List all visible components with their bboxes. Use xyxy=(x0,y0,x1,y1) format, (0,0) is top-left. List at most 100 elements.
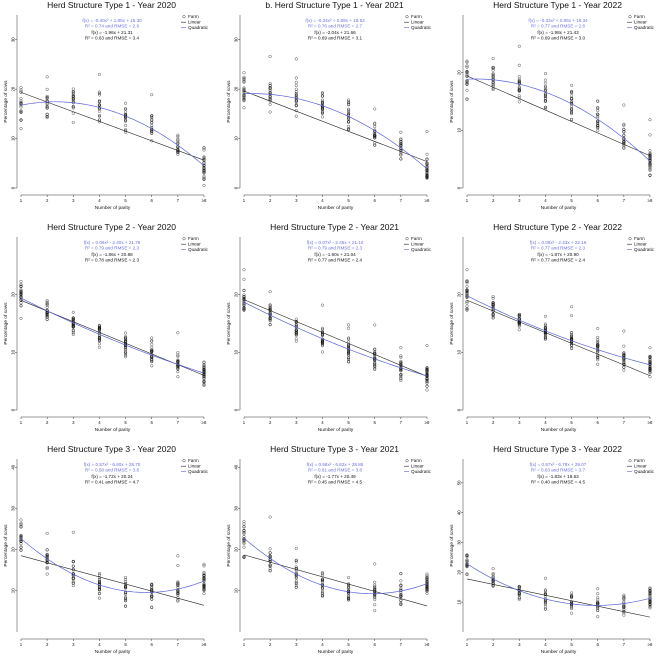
x-tick-label: 6 xyxy=(597,642,600,647)
farm-point xyxy=(268,87,272,91)
farm-point xyxy=(570,336,574,340)
y-tick-label: 10 xyxy=(457,349,462,354)
farm-point xyxy=(425,176,429,180)
x-tick-label: 3 xyxy=(72,642,75,647)
farm-point xyxy=(320,98,324,102)
farm-point xyxy=(622,133,626,137)
farm-point xyxy=(622,598,626,601)
farm-point xyxy=(294,547,298,551)
farm-point xyxy=(596,349,600,353)
farm-point xyxy=(97,109,101,113)
y-tick-label: 40 xyxy=(11,464,16,469)
farm-point xyxy=(543,333,547,337)
farm-point xyxy=(71,564,75,568)
farm-point xyxy=(517,87,521,91)
farm-point xyxy=(347,586,351,590)
x-tick-label: 6 xyxy=(151,642,154,647)
farm-point xyxy=(19,101,23,105)
quadratic-equation: f(x) = 0.08x² - 2.43x + 22.16 xyxy=(530,240,587,245)
farm-point xyxy=(570,346,574,350)
farm-point xyxy=(45,95,49,99)
legend-farm-marker xyxy=(628,15,632,19)
farm-point xyxy=(491,582,495,585)
farm-point xyxy=(124,338,128,342)
farm-point xyxy=(622,141,626,145)
x-tick-label: ≥8 xyxy=(425,420,430,425)
farm-point xyxy=(268,110,272,114)
farm-points xyxy=(465,268,652,379)
linear-equation: f(x) = -1.77x + 20.49 xyxy=(314,474,356,479)
farm-point xyxy=(150,345,154,349)
y-tick-label: 20 xyxy=(234,547,239,552)
farm-point xyxy=(150,595,154,599)
x-tick-label: ≥8 xyxy=(648,420,653,425)
farm-point xyxy=(491,316,495,320)
legend-farm: Farm xyxy=(411,14,422,19)
farm-point xyxy=(465,70,469,74)
farm-point xyxy=(150,342,154,346)
farm-point xyxy=(465,572,469,576)
farm-point xyxy=(294,87,298,91)
farm-point xyxy=(465,304,469,308)
farm-point xyxy=(517,596,521,600)
farm-point xyxy=(97,579,101,583)
chart-title: Herd Structure Type 1 - Year 2020 xyxy=(47,0,176,10)
farm-point xyxy=(399,368,403,372)
linear-equation: f(x) = -1.72x + 20.24 xyxy=(91,474,133,479)
farm-point xyxy=(648,355,652,359)
farm-point xyxy=(570,102,574,106)
farm-point xyxy=(622,353,626,357)
farm-point xyxy=(150,355,154,359)
y-tick-label: 30 xyxy=(457,540,462,545)
farm-point xyxy=(45,531,49,535)
quadratic-fit-curve xyxy=(20,297,205,374)
y-tick-label: 30 xyxy=(234,37,239,42)
farm-point xyxy=(320,580,324,584)
x-tick-label: 7 xyxy=(623,642,626,647)
farm-point xyxy=(268,567,272,571)
x-tick-label: 2 xyxy=(492,420,495,425)
farm-point xyxy=(320,594,324,598)
farm-point xyxy=(71,580,75,584)
legend-farm-marker xyxy=(405,459,409,463)
farm-point xyxy=(648,371,652,375)
farm-point xyxy=(347,112,351,116)
farm-point xyxy=(622,103,626,107)
legend-farm-marker xyxy=(628,459,632,463)
farm-point xyxy=(45,305,49,309)
farm-point xyxy=(425,587,429,591)
farm-point xyxy=(176,140,180,144)
farm-point xyxy=(570,112,574,116)
farm-point xyxy=(294,317,298,321)
farm-point xyxy=(242,75,246,79)
linear-equation: f(x) = -1.98x + 21.43 xyxy=(537,30,579,35)
farm-point xyxy=(596,335,600,339)
farm-point xyxy=(268,308,272,312)
linear-fit-line xyxy=(243,90,428,162)
linear-fit-line xyxy=(20,92,205,161)
farm-point xyxy=(71,576,75,580)
farm-point xyxy=(176,590,180,594)
farm-point xyxy=(465,553,469,557)
farm-point xyxy=(202,167,206,171)
quadratic-fit-curve xyxy=(466,295,651,366)
x-tick-label: 6 xyxy=(374,642,377,647)
farm-point xyxy=(202,572,206,576)
farm-point xyxy=(596,338,600,342)
x-axis-label: Number of parity xyxy=(95,205,131,211)
farm-point xyxy=(622,365,626,369)
x-tick-label: 1 xyxy=(466,198,469,203)
farm-point xyxy=(124,586,128,590)
farm-point xyxy=(465,97,469,101)
farm-point xyxy=(242,297,246,301)
farm-point xyxy=(19,542,23,546)
farm-point xyxy=(242,542,246,546)
farm-point xyxy=(596,587,600,591)
farm-point xyxy=(570,595,574,599)
x-tick-label: 4 xyxy=(544,198,547,203)
x-tick-label: 1 xyxy=(243,198,246,203)
farm-point xyxy=(202,374,206,378)
farm-point xyxy=(242,540,246,544)
farm-point xyxy=(71,572,75,576)
farm-point xyxy=(71,91,75,95)
